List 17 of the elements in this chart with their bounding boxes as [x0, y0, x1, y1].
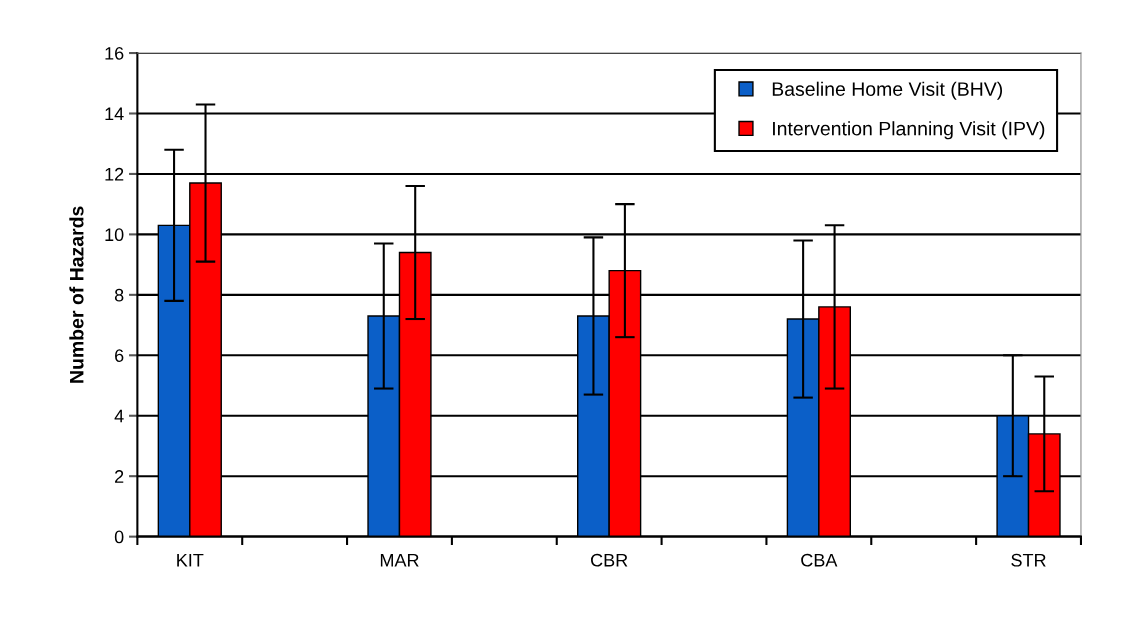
- x-tick-label: STR: [1011, 553, 1046, 567]
- y-tick-label: 12: [105, 167, 124, 181]
- y-axis-title: Number of Hazards: [69, 206, 84, 383]
- y-tick-label: 16: [105, 46, 124, 60]
- y-tick-label: 6: [115, 349, 124, 363]
- x-tick-label: CBA: [801, 553, 838, 567]
- x-tick-label: MAR: [380, 553, 419, 567]
- x-tick-label: CBR: [591, 553, 628, 567]
- y-tick-label: 8: [114, 288, 124, 302]
- y-tick-label: 4: [114, 409, 124, 423]
- legend-label: Baseline Home Visit (BHV): [772, 81, 1003, 100]
- legend-label: Intervention Planning Visit (IPV): [773, 121, 1045, 140]
- y-tick-label: 0: [114, 530, 124, 544]
- y-tick-label: 14: [105, 107, 124, 121]
- x-tick-label: KIT: [177, 553, 204, 567]
- y-tick-label: 2: [115, 470, 124, 483]
- y-tick-label: 10: [105, 228, 124, 242]
